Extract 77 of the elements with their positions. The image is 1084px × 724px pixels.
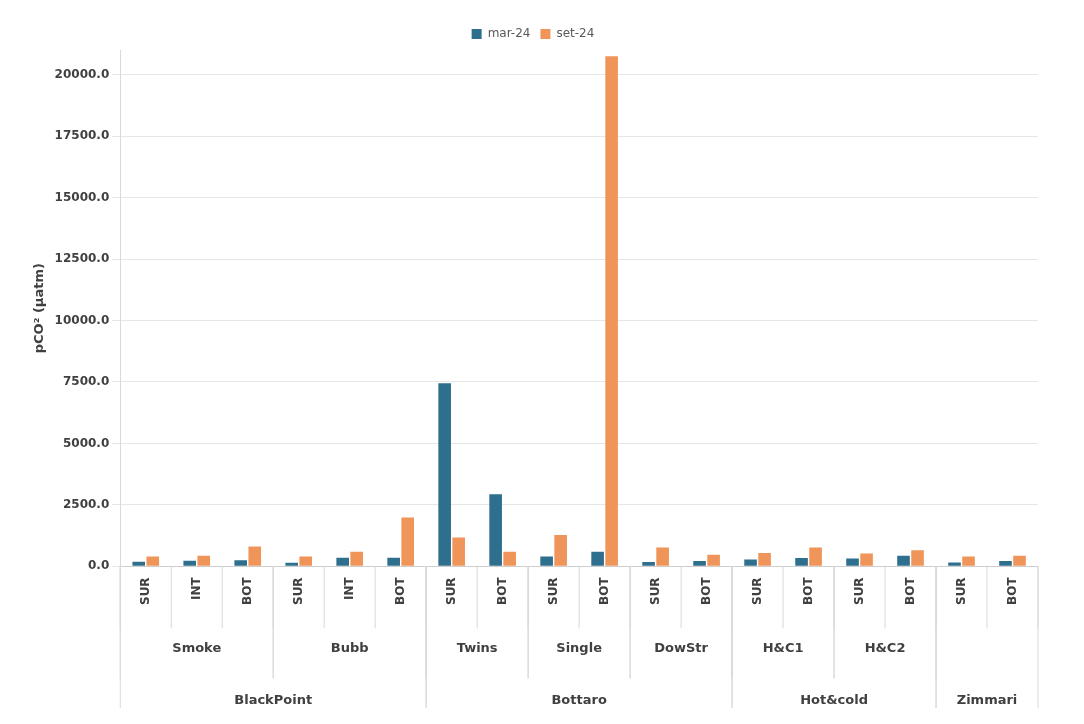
text: Zimmari xyxy=(956,691,1018,707)
bar xyxy=(846,558,859,566)
bar xyxy=(336,557,349,566)
x-tick-label: BOT xyxy=(800,576,815,605)
text: H&C2 xyxy=(864,639,906,655)
bar xyxy=(183,560,197,566)
bar xyxy=(503,551,516,566)
text: DowStr xyxy=(654,639,709,655)
legend-label: mar-24 xyxy=(487,26,531,41)
bar xyxy=(642,561,655,566)
x-tick-label: SUR xyxy=(545,577,560,606)
x-tick-label: SUR xyxy=(647,577,662,606)
bar xyxy=(707,554,720,566)
bar xyxy=(132,561,146,566)
bar xyxy=(795,558,808,566)
y-tick-label: 20000.0 xyxy=(54,66,110,81)
x-tick-label: INT xyxy=(341,576,356,601)
bar xyxy=(350,551,364,566)
x-tick-label: BOT xyxy=(596,576,611,605)
bar xyxy=(197,555,211,566)
x-tick-label: SUR xyxy=(749,577,764,606)
y-tick-label: 17500.0 xyxy=(54,128,110,143)
bar xyxy=(401,517,414,566)
y-tick-label: 10000.0 xyxy=(54,312,110,327)
x-tick-label: SUR xyxy=(443,577,458,606)
bar xyxy=(656,547,669,566)
bar xyxy=(897,555,910,566)
y-tick-label: 0.0 xyxy=(87,558,110,573)
bar xyxy=(962,556,975,566)
bar xyxy=(438,383,451,566)
x-tick-label: BOT xyxy=(494,576,509,605)
x-tick-label: SUR xyxy=(290,577,305,606)
text: BlackPoint xyxy=(234,691,313,707)
bar xyxy=(911,550,924,566)
bar xyxy=(146,556,160,566)
x-tick-label: SUR xyxy=(851,577,866,606)
y-tick-label: 2500.0 xyxy=(62,497,110,512)
bar xyxy=(860,553,873,566)
bar xyxy=(693,560,706,566)
text: Bubb xyxy=(330,639,369,655)
text: Bottaro xyxy=(551,691,607,707)
y-tick-label: 5000.0 xyxy=(62,435,110,450)
bar xyxy=(540,556,553,566)
y-tick-label: 12500.0 xyxy=(54,251,110,266)
text: H&C1 xyxy=(762,639,804,655)
y-tick-label: 7500.0 xyxy=(62,374,110,389)
bar xyxy=(605,56,618,566)
x-tick-label: BOT xyxy=(392,576,407,605)
bar xyxy=(452,537,465,566)
legend-label: set-24 xyxy=(556,26,595,41)
bar xyxy=(299,556,313,566)
bar xyxy=(554,534,567,566)
bar xyxy=(1013,555,1026,566)
x-tick-label: INT xyxy=(188,576,203,601)
text: Hot&cold xyxy=(800,691,868,707)
bar xyxy=(489,494,502,566)
bar xyxy=(948,562,961,566)
text: Twins xyxy=(456,639,498,655)
bar xyxy=(744,559,757,566)
bar xyxy=(387,557,400,566)
bar xyxy=(999,560,1012,566)
x-tick-label: BOT xyxy=(698,576,713,605)
text: Single xyxy=(556,639,603,655)
x-tick-label: BOT xyxy=(902,576,917,605)
text: Smoke xyxy=(172,639,222,655)
bar xyxy=(758,553,771,566)
y-axis-title: pCO² (µatm) xyxy=(31,263,47,354)
bar xyxy=(591,551,604,566)
bar xyxy=(234,560,248,566)
x-tick-label: SUR xyxy=(953,577,968,606)
bar xyxy=(248,546,262,566)
bar xyxy=(809,547,822,566)
bar xyxy=(285,562,299,566)
x-tick-label: SUR xyxy=(137,577,152,606)
x-tick-label: BOT xyxy=(1004,576,1019,605)
x-tick-label: BOT xyxy=(239,576,254,605)
y-tick-label: 15000.0 xyxy=(54,189,110,204)
